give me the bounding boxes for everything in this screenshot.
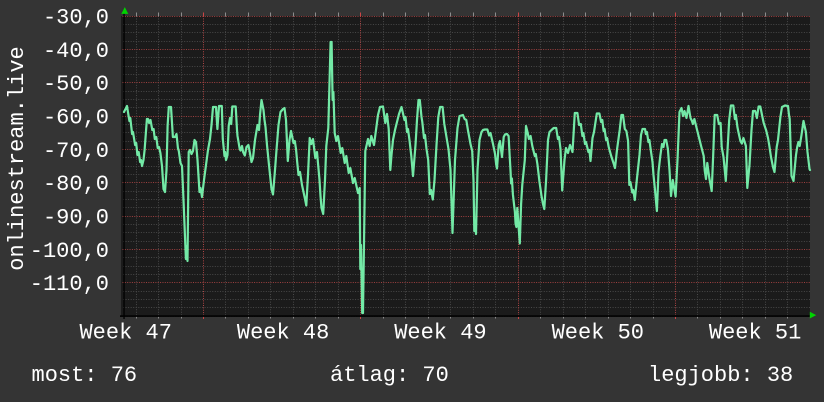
svg-text:Week 51: Week 51 <box>709 321 801 346</box>
svg-text:-90,0: -90,0 <box>43 206 109 231</box>
svg-text:-60,0: -60,0 <box>43 106 109 131</box>
svg-text:Week 50: Week 50 <box>552 321 644 346</box>
svg-text:-30,0: -30,0 <box>43 6 109 31</box>
svg-text:-70,0: -70,0 <box>43 139 109 164</box>
svg-text:átlag: 70: átlag: 70 <box>330 363 449 388</box>
svg-text:-50,0: -50,0 <box>43 72 109 97</box>
svg-text:-110,0: -110,0 <box>30 272 109 297</box>
svg-text:Week 49: Week 49 <box>394 321 486 346</box>
svg-text:Week 47: Week 47 <box>79 321 171 346</box>
svg-text:Week 48: Week 48 <box>237 321 329 346</box>
svg-text:onlinestream.live: onlinestream.live <box>5 46 30 270</box>
svg-text:-100,0: -100,0 <box>30 239 109 264</box>
svg-text:-80,0: -80,0 <box>43 172 109 197</box>
svg-text:legjobb: 38: legjobb: 38 <box>648 363 793 388</box>
svg-text:most: 76: most: 76 <box>32 363 138 388</box>
svg-text:-40,0: -40,0 <box>43 39 109 64</box>
